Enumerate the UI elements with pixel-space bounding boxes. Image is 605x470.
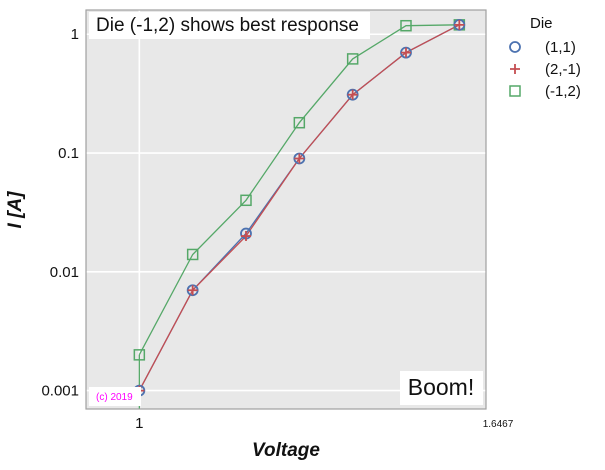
data-point-square xyxy=(186,248,199,261)
data-point-plus xyxy=(187,285,198,296)
chart-title: Die (-1,2) shows best response xyxy=(96,15,359,36)
x-tick-labels: 1 xyxy=(135,415,143,432)
data-point-plus xyxy=(454,19,465,30)
y-tick-label: 1 xyxy=(71,26,79,43)
copyright-box xyxy=(89,387,141,406)
data-point-plus xyxy=(401,47,411,58)
data-point-square xyxy=(400,19,412,32)
legend-label: (2,-1) xyxy=(545,61,581,78)
legend-marker-plus xyxy=(510,64,520,74)
plot-frame xyxy=(85,9,487,410)
x-axis-title: Voltage xyxy=(252,440,320,461)
y-tick-label: 0.001 xyxy=(41,383,79,400)
x-tick-label: 1 xyxy=(135,415,143,432)
data-point-square xyxy=(293,116,306,129)
legend-title: Die xyxy=(530,15,553,32)
y-tick-label: 0.01 xyxy=(50,264,79,281)
data-point-square xyxy=(240,194,252,207)
legend-label: (1,1) xyxy=(545,39,576,56)
data-point-square xyxy=(133,349,146,361)
chart-title-box xyxy=(89,12,370,39)
data-point-square xyxy=(346,53,359,65)
x-corner-label: 1.6467 xyxy=(483,419,514,430)
copyright-annotation: (c) 2019 xyxy=(96,392,133,403)
y-tick-label: 0.1 xyxy=(58,145,79,162)
legend-label: (-1,2) xyxy=(545,83,581,100)
legend-marker-circle xyxy=(509,41,521,53)
y-axis-title: I [A] xyxy=(5,191,26,229)
series-line xyxy=(138,24,460,356)
legend-marker-square xyxy=(509,85,521,97)
data-point-plus xyxy=(241,231,251,242)
y-tick-labels: 1 0.1 0.01 0.001 xyxy=(41,26,79,399)
boom-annotation: Boom! xyxy=(408,374,474,400)
series-markers xyxy=(133,18,466,397)
data-point-plus xyxy=(347,89,358,100)
boom-annotation-box xyxy=(400,371,483,405)
plot-area xyxy=(86,10,486,409)
legend: (1,1) (2,-1) (-1,2) xyxy=(509,39,581,100)
data-point-plus xyxy=(294,153,305,164)
